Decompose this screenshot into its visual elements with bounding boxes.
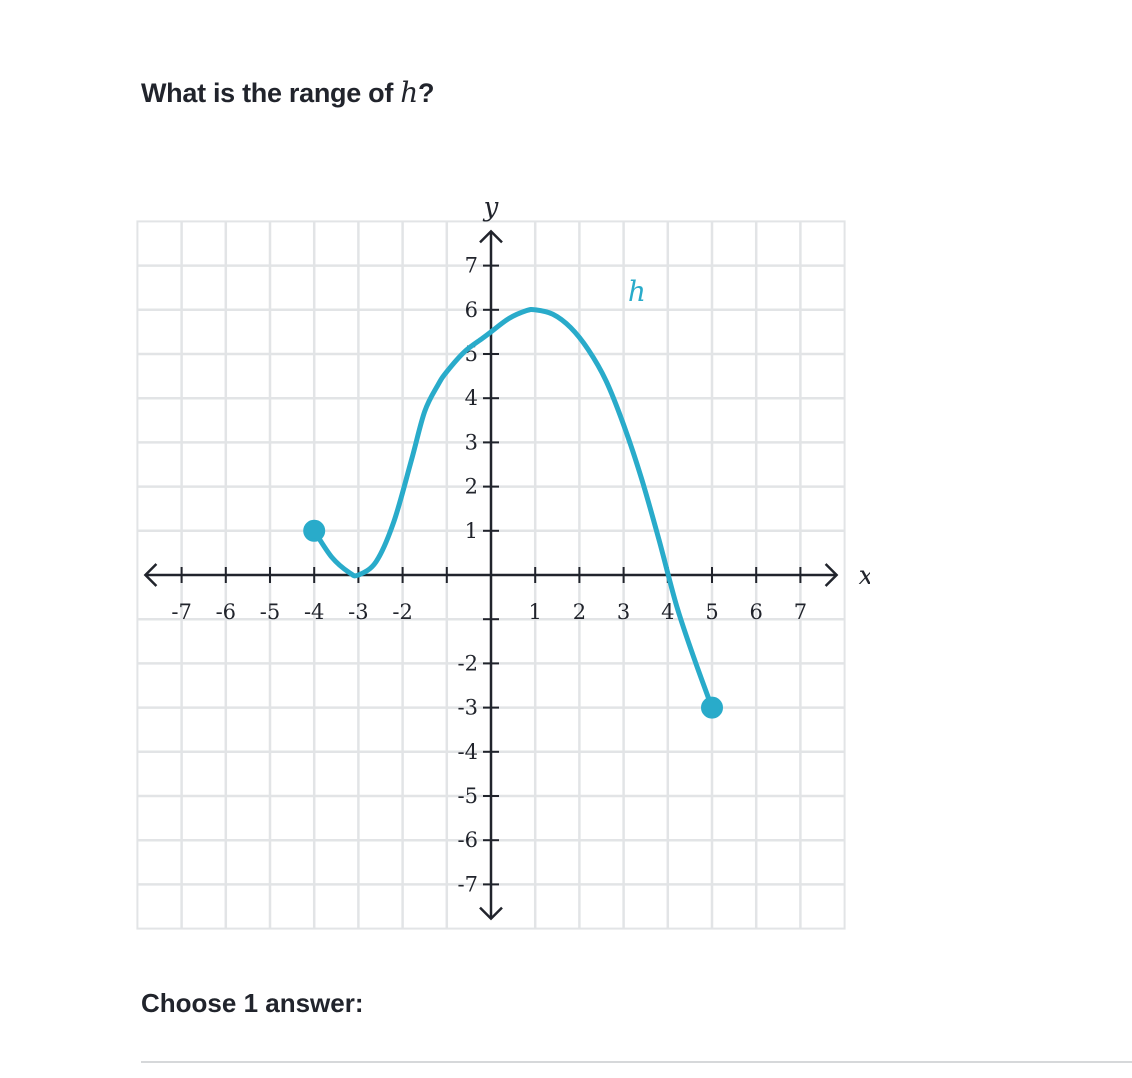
x-axis-arrow-right-icon <box>824 563 839 587</box>
x-tick-label: -4 <box>304 600 324 624</box>
x-tick-label: -6 <box>216 600 236 624</box>
function-curve-h <box>311 306 715 711</box>
endpoint-dot <box>701 696 723 719</box>
y-axis-arrow-up-icon <box>479 229 503 244</box>
choose-answer-label: Choose 1 answer: <box>141 988 364 1018</box>
x-tick-label: -7 <box>171 600 191 624</box>
y-tick-label: -2 <box>458 651 478 675</box>
y-tick-label: -5 <box>458 784 478 808</box>
y-tick-label: 1 <box>465 519 478 543</box>
x-tick-label: -3 <box>348 600 368 624</box>
endpoint-dot <box>303 519 326 542</box>
question-text: What is the range of h? <box>141 76 434 109</box>
y-tick-label: 2 <box>465 475 478 499</box>
y-tick-label: -4 <box>458 740 478 764</box>
question-suffix: ? <box>417 78 435 108</box>
x-axis-label: x <box>859 561 870 591</box>
y-tick-label: -6 <box>458 828 478 852</box>
y-axis-arrow-down-icon <box>479 906 503 921</box>
function-graph: -7-6-5-4-3-212345677654321-2-3-4-5-6-7xy… <box>130 170 870 940</box>
x-tick-label: 4 <box>661 600 674 624</box>
y-tick-label: 6 <box>465 298 478 322</box>
y-tick-label: 3 <box>465 430 478 454</box>
question-prefix: What is the range of <box>141 78 401 108</box>
function-label: h <box>628 275 646 308</box>
y-tick-label: 7 <box>465 254 478 278</box>
y-tick-label: -7 <box>458 872 478 896</box>
answer-divider <box>141 1061 1132 1063</box>
y-axis-label: y <box>483 192 499 222</box>
x-tick-label: 1 <box>529 600 542 624</box>
x-axis-arrow-left-icon <box>143 563 158 587</box>
x-tick-label: 7 <box>794 600 807 624</box>
x-tick-label: 6 <box>750 600 763 624</box>
x-tick-label: -5 <box>260 600 280 624</box>
graph-svg: -7-6-5-4-3-212345677654321-2-3-4-5-6-7xy… <box>136 192 870 930</box>
y-tick-label: 4 <box>465 386 478 410</box>
x-tick-label: 2 <box>573 600 586 624</box>
x-tick-label: -2 <box>392 600 412 624</box>
x-tick-label: 3 <box>617 600 630 624</box>
question-variable: h <box>400 76 418 109</box>
y-tick-label: -3 <box>458 696 478 720</box>
x-tick-label: 5 <box>705 600 718 624</box>
